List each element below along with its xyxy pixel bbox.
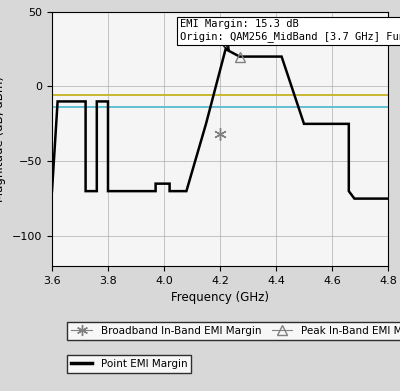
Text: EMI Margin: 15.3 dB
Origin: QAM256_MidBand [3.7 GHz] Fundamental: EMI Margin: 15.3 dB Origin: QAM256_MidBa… <box>180 19 400 42</box>
Legend: Point EMI Margin: Point EMI Margin <box>67 355 192 373</box>
X-axis label: Frequency (GHz): Frequency (GHz) <box>171 291 269 304</box>
Y-axis label: Magnitude (dB, dBm): Magnitude (dB, dBm) <box>0 76 6 202</box>
